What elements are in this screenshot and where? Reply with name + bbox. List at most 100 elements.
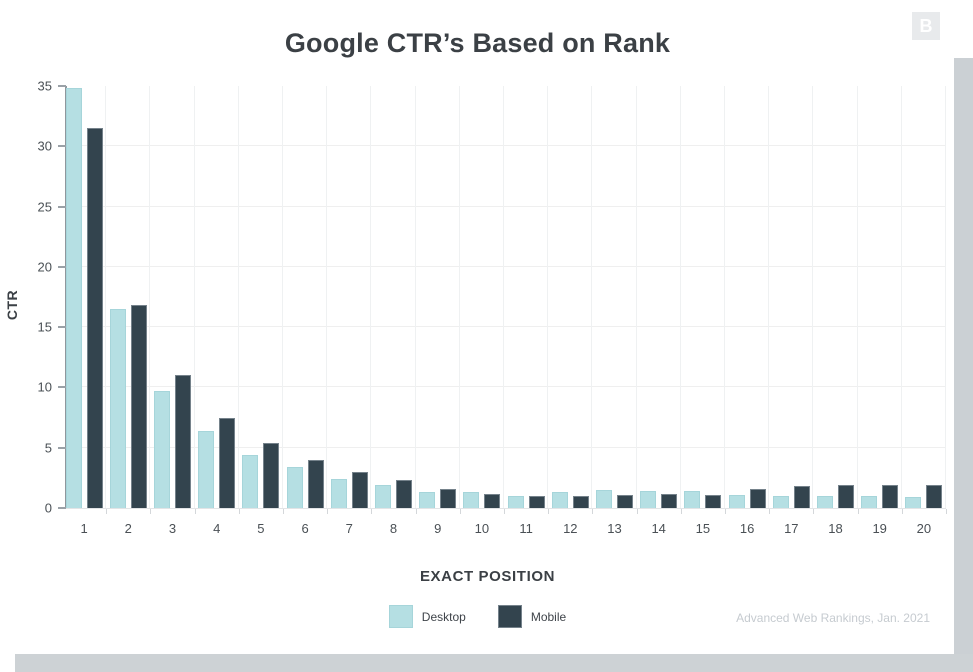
bar-mobile-9 [440, 488, 457, 508]
bar-group-13 [592, 86, 636, 508]
bar-group-6 [283, 86, 327, 508]
bar-group-5 [239, 86, 283, 508]
x-tick-label-16: 16 [739, 521, 755, 536]
x-tick-label-1: 1 [80, 521, 88, 536]
x-tick-label-14: 14 [651, 521, 666, 536]
gridline-v-7 [370, 86, 372, 508]
bar-group-11 [504, 86, 548, 508]
bar-desktop-18 [817, 495, 834, 508]
bar-desktop-15 [684, 491, 701, 508]
y-tick-label-20: 20 [37, 259, 52, 275]
gridline-v-4 [237, 86, 239, 508]
y-tick-label-0: 0 [44, 500, 52, 516]
y-tick-label-30: 30 [37, 138, 52, 154]
x-tick-label-2: 2 [124, 521, 132, 536]
y-tick-5 [58, 446, 66, 449]
x-tick-20 [946, 509, 947, 514]
bar-desktop-12 [551, 492, 568, 508]
x-tick-19 [901, 509, 903, 514]
gridline-h-15 [62, 326, 946, 328]
gridline-h-20 [62, 265, 946, 267]
gridline-v-6 [326, 86, 328, 508]
bar-desktop-1 [65, 88, 82, 508]
gridline-v-5 [282, 86, 283, 508]
bar-mobile-5 [263, 442, 280, 508]
y-tick-20 [58, 265, 66, 268]
x-tick-label-17: 17 [784, 521, 799, 536]
x-tick-label-6: 6 [301, 521, 309, 536]
gridline-v-11 [547, 86, 549, 508]
bar-mobile-2 [130, 305, 147, 508]
bar-mobile-12 [572, 495, 589, 508]
x-tick-3 [194, 509, 196, 514]
bar-mobile-19 [882, 485, 899, 508]
x-tick-6 [327, 509, 329, 514]
gridline-v-17 [812, 86, 814, 508]
bar-mobile-11 [528, 495, 545, 508]
y-tick-15 [58, 326, 66, 329]
bar-group-4 [195, 86, 239, 508]
x-tick-label-20: 20 [916, 521, 932, 536]
bar-group-3 [150, 86, 194, 508]
y-tick-label-10: 10 [37, 379, 52, 395]
x-tick-2 [150, 509, 152, 514]
legend: Desktop Mobile [0, 605, 955, 628]
bar-group-19 [858, 86, 902, 508]
bar-mobile-7 [351, 471, 368, 508]
bar-group-7 [327, 86, 371, 508]
x-tick-label-3: 3 [168, 521, 177, 536]
bar-mobile-20 [926, 485, 943, 508]
bar-group-18 [813, 86, 857, 508]
gridline-v-12 [591, 86, 593, 508]
x-tick-7 [371, 509, 373, 514]
page-edge-strip-bottom [15, 654, 973, 672]
bar-group-12 [548, 86, 592, 508]
bar-desktop-13 [596, 489, 613, 508]
bar-desktop-6 [286, 467, 303, 508]
bar-mobile-6 [307, 459, 324, 508]
bar-group-20 [902, 86, 946, 508]
bar-desktop-4 [198, 430, 215, 508]
x-tick-label-9: 9 [434, 521, 442, 536]
bar-desktop-8 [375, 485, 392, 508]
gridline-v-13 [635, 86, 637, 508]
y-tick-30 [58, 145, 66, 148]
bar-group-1 [62, 86, 106, 508]
bar-group-17 [769, 86, 813, 508]
gridline-v-1 [105, 86, 107, 508]
chart-title: Google CTR’s Based on Rank [284, 28, 671, 58]
bar-group-9 [416, 86, 460, 508]
x-axis-title: EXACT POSITION [419, 568, 556, 585]
bar-group-10 [460, 86, 504, 508]
gridline-v-14 [679, 86, 681, 508]
y-tick-25 [58, 205, 66, 208]
legend-item-desktop: Desktop [388, 605, 466, 628]
y-tick-35 [58, 85, 66, 87]
x-tick-label-7: 7 [345, 521, 353, 536]
legend-item-mobile: Mobile [497, 605, 567, 628]
brand-logo-letter: B [919, 16, 933, 36]
page-edge-strip-right [954, 58, 973, 672]
bar-mobile-1 [86, 128, 103, 508]
x-tick-16 [769, 509, 771, 514]
x-tick-label-10: 10 [474, 521, 490, 536]
brand-logo: B [912, 12, 940, 40]
gridline-v-15 [724, 86, 725, 508]
bar-group-16 [725, 86, 769, 508]
x-tick-label-4: 4 [213, 521, 221, 536]
x-axis-baseline [62, 508, 946, 509]
y-tick-label-15: 15 [37, 319, 52, 335]
gridline-v-8 [414, 86, 416, 508]
x-tick-label-11: 11 [519, 521, 533, 536]
legend-label-mobile: Mobile [530, 609, 567, 624]
source-note: Advanced Web Rankings, Jan. 2021 [736, 611, 930, 625]
bar-group-2 [106, 86, 150, 508]
x-tick-label-5: 5 [257, 521, 265, 536]
legend-swatch-desktop [388, 605, 413, 628]
bar-mobile-16 [749, 488, 766, 508]
gridline-v-9 [458, 86, 460, 508]
x-tick-15 [725, 509, 726, 514]
bar-desktop-17 [772, 495, 789, 508]
bar-groups [62, 86, 946, 508]
bar-mobile-3 [175, 375, 191, 508]
